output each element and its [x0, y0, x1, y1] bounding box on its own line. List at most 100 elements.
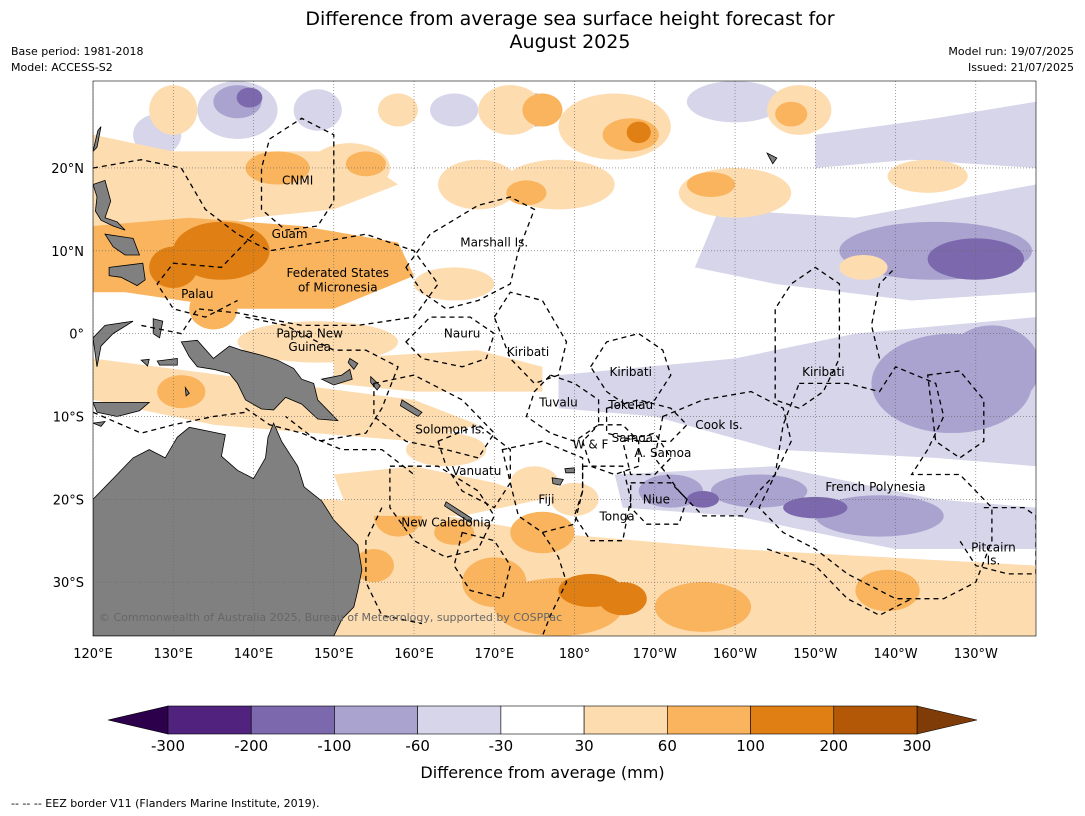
- model-run-text: Model run: 19/07/2025: [948, 45, 1074, 58]
- anomaly-blob: [430, 93, 479, 127]
- eez-border: [766, 548, 912, 617]
- lon-tick-label: 150°W: [793, 647, 837, 662]
- anomaly-blob: [434, 520, 475, 545]
- land-polygon: [93, 179, 126, 231]
- land-polygon: [766, 152, 778, 165]
- place-label: Is.: [987, 554, 1001, 568]
- eez-border: [926, 370, 985, 459]
- anomaly-blob: [839, 254, 888, 280]
- land-polygon: [104, 233, 141, 256]
- eez-border: [501, 440, 584, 534]
- anomaly-blob: [654, 582, 752, 632]
- colorbar-swatch: [667, 705, 751, 735]
- place-label: Vanuatu: [452, 464, 502, 478]
- eez-border: [245, 407, 415, 476]
- colorbar-swatch: [167, 705, 252, 735]
- model-text: Model: ACCESS-S2: [11, 61, 113, 74]
- eez-border: [654, 390, 792, 517]
- eez-border: [437, 424, 511, 509]
- place-label: Papua New: [276, 327, 343, 341]
- anomaly-blob: [353, 549, 394, 583]
- lon-tick-label: 170°W: [633, 647, 677, 662]
- eez-border: [245, 316, 399, 442]
- lon-tick-label: 150°E: [314, 647, 354, 662]
- anomaly-blob: [626, 121, 651, 144]
- chart-title: Difference from average sea surface heig…: [0, 8, 1085, 54]
- colorbar-tick-label: -60: [405, 737, 430, 755]
- land-polygon: [93, 126, 102, 152]
- anomaly-blob: [598, 582, 647, 616]
- lat-tick-label: 20°S: [53, 493, 84, 508]
- colorbar-swatch: [583, 705, 668, 735]
- colorbar-under-arrow: [107, 705, 169, 735]
- eez-borders: [93, 117, 1036, 636]
- anomaly-blob: [775, 101, 808, 127]
- land-polygon: [551, 477, 564, 486]
- colorbar-tick-label: 30: [575, 737, 594, 755]
- place-label: Guam: [272, 227, 308, 241]
- eez-border: [373, 374, 496, 459]
- land-polygon: [93, 420, 106, 427]
- colorbar-label: Difference from average (mm): [420, 763, 664, 782]
- anomaly-blob: [173, 221, 270, 280]
- eez-border: [93, 159, 439, 335]
- lat-tick-label: 30°S: [53, 576, 84, 591]
- anomaly-region: [333, 466, 543, 516]
- place-label: Solomon Is.: [415, 423, 485, 437]
- place-label: Pitcairn: [971, 540, 1016, 554]
- land-polygon: [108, 262, 146, 287]
- place-label: Samoa: [612, 431, 653, 445]
- anomaly-blob: [438, 159, 519, 210]
- land-polygon: [93, 401, 151, 417]
- eez-border: [389, 465, 496, 558]
- map-frame: [92, 80, 1037, 637]
- title-line-1: Difference from average sea surface heig…: [305, 8, 835, 30]
- land-masses: [93, 126, 778, 636]
- lat-tick-label: 10°N: [51, 245, 84, 260]
- eez-border: [156, 233, 254, 318]
- anomaly-blob: [887, 159, 968, 193]
- anomaly-blob: [236, 87, 263, 108]
- colorbar-swatch: [250, 705, 335, 735]
- colorbar-swatch: [500, 705, 585, 735]
- colorbar-over-arrow: [916, 705, 978, 735]
- eez-border: [525, 374, 600, 443]
- place-label: Kiribati: [802, 365, 844, 379]
- eez-border: [959, 506, 1036, 575]
- anomaly-region: [815, 101, 1036, 168]
- place-label: of Micronesia: [298, 280, 378, 294]
- anomaly-blob: [622, 544, 687, 587]
- anomaly-blob: [149, 85, 198, 135]
- anomaly-blob: [377, 93, 419, 127]
- lat-tick-label: 10°S: [53, 410, 84, 425]
- place-label: Guinea: [288, 340, 331, 354]
- eez-border: [493, 291, 568, 385]
- lat-tick-label: 20°N: [51, 162, 84, 177]
- issued-text: Issued: 21/07/2025: [967, 61, 1074, 74]
- colorbar-swatch: [750, 705, 835, 735]
- colorbar-swatch: [334, 705, 418, 735]
- anomaly-blob: [686, 172, 736, 197]
- place-label: Kiribati: [507, 345, 549, 359]
- eez-border: [365, 507, 423, 625]
- eez-border: [605, 399, 688, 442]
- place-label: Marshall Is.: [460, 236, 528, 250]
- place-label: CNMI: [282, 173, 313, 187]
- eez-border: [774, 266, 841, 409]
- place-label: New Caledonia: [401, 516, 491, 530]
- place-label: Niue: [643, 492, 670, 506]
- place-label: Nauru: [444, 327, 480, 341]
- land-polygon: [156, 358, 178, 366]
- colorbar-tick-label: 300: [903, 737, 932, 755]
- lon-tick-label: 160°E: [394, 647, 434, 662]
- eez-border: [758, 365, 993, 600]
- map-axes: 120°E 130°E 140°E 150°E 160°E 170°E 180° 170°W 1…: [51, 80, 1037, 662]
- anomaly-blob: [510, 466, 559, 500]
- lon-tick-label: 130°W: [954, 647, 998, 662]
- anomaly-blob: [686, 81, 784, 123]
- lon-tick-label: 130°E: [153, 647, 193, 662]
- land-polygon: [180, 339, 339, 422]
